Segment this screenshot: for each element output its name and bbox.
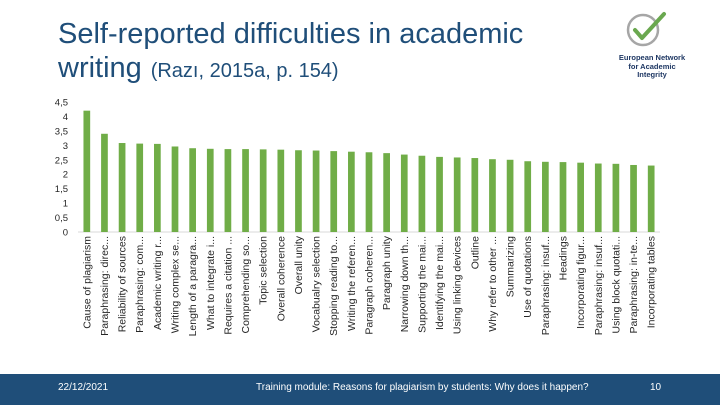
x-category-label: Paraphrasing: insuf...	[540, 236, 552, 335]
bar	[348, 151, 355, 232]
y-tick-label: 4	[63, 112, 68, 123]
bar	[471, 158, 479, 232]
x-category-label: Why refer to other ...	[487, 236, 499, 332]
y-tick-label: 2	[63, 170, 68, 181]
bar	[242, 149, 249, 232]
bar	[612, 163, 620, 232]
bar	[436, 156, 443, 232]
bar	[118, 143, 126, 232]
bar	[312, 150, 320, 232]
bar	[506, 159, 514, 232]
y-tick-label: 0	[63, 228, 68, 239]
x-category-label: Incorporating figur...	[575, 236, 587, 329]
x-category-label: Topic selection	[258, 236, 270, 305]
bar	[101, 133, 108, 232]
y-tick-label: 1	[63, 199, 68, 210]
bar	[277, 149, 285, 232]
x-category-label: Stopping reading to...	[328, 236, 340, 336]
footer-module-title: Training module: Reasons for plagiarism …	[256, 382, 589, 393]
bar	[383, 153, 390, 232]
x-category-label: Headings	[558, 236, 570, 280]
bar	[647, 165, 655, 232]
y-tick-label: 0,5	[55, 213, 68, 224]
bar	[330, 151, 338, 232]
y-tick-label: 1,5	[55, 184, 68, 195]
slide-title: Self-reported difficulties in academic w…	[58, 16, 578, 87]
bar	[83, 110, 91, 232]
x-category-label: Paraphrasing: insuf...	[593, 236, 605, 335]
bar	[136, 143, 144, 232]
x-category-label: Paragraph unity	[381, 235, 393, 310]
logo-line: Integrity	[637, 70, 667, 79]
title-text: Self-reported difficulties in academic w…	[58, 18, 524, 84]
y-tick-label: 3	[63, 141, 68, 152]
y-tick-label: 4,5	[55, 98, 68, 109]
x-category-label: Requires a citation ...	[222, 236, 234, 335]
x-category-label: Supporting the mai...	[416, 236, 428, 333]
bar	[365, 152, 373, 232]
bar	[418, 155, 426, 232]
x-category-label: Writing complex se...	[170, 236, 182, 333]
x-category-label: Using block quotati...	[610, 236, 622, 333]
x-category-label: Length of a paragra...	[187, 236, 199, 336]
x-category-label: What to integrate i...	[205, 236, 217, 330]
logo-line: European Network	[618, 53, 686, 62]
enai-logo: European Network for Academic Integrity	[592, 10, 712, 92]
x-category-label: Comprehending so...	[240, 236, 252, 333]
x-category-label: Paraphrasing: direc...	[99, 236, 111, 336]
bar	[259, 149, 267, 232]
bar	[206, 148, 214, 232]
bar	[559, 162, 567, 232]
y-tick-label: 3,5	[55, 126, 68, 137]
bar	[594, 163, 602, 232]
x-category-label: Summarizing	[505, 236, 517, 297]
x-category-label: Academic writing r...	[152, 236, 164, 330]
bar	[154, 143, 161, 232]
x-category-label: Use of quotations	[522, 236, 534, 318]
logo-checkmark	[633, 12, 666, 40]
footer-date: 22/12/2021	[58, 382, 109, 393]
x-category-label: Paraphrasing: com...	[134, 236, 146, 333]
bar	[542, 161, 549, 232]
x-category-label: Paragraph coheren...	[364, 236, 376, 335]
x-category-label: Using linking devices	[452, 236, 464, 334]
x-category-label: Narrowing down th...	[399, 236, 411, 332]
x-category-label: Paraphrasing: in-te...	[628, 236, 640, 333]
bar	[295, 150, 302, 232]
y-tick-label: 2,5	[55, 155, 68, 166]
logo-text: European Network for Academic Integrity	[592, 53, 712, 80]
logo-mark-icon	[626, 12, 666, 47]
bar	[489, 159, 496, 232]
x-category-label: Reliability of sources	[117, 236, 129, 332]
logo-ring	[626, 13, 660, 47]
bar	[630, 164, 637, 232]
x-category-label: Overall unity	[293, 235, 305, 294]
title-citation: (Razı, 2015a, p. 154)	[150, 60, 339, 82]
x-category-label: Outline	[469, 236, 481, 269]
bar	[171, 146, 179, 232]
bar-chart: 0 0,5 1 1,5 2 2,5 3 3,5 4 4,5 Cause of plagiarism P…	[55, 98, 660, 336]
bar	[400, 154, 408, 232]
bar	[524, 161, 532, 232]
footer-page-number: 10	[650, 382, 662, 393]
x-category-label: Vocabualry selection	[311, 236, 323, 332]
x-category-label: Cause of plagiarism	[81, 236, 93, 329]
x-category-label: Incorporating tables	[646, 236, 658, 328]
footer-bar: 22/12/2021 Training module: Reasons for …	[0, 374, 720, 405]
bar	[189, 148, 196, 232]
bar	[577, 162, 584, 232]
bar	[224, 149, 232, 232]
x-category-label: Overall coherence	[275, 236, 287, 321]
bar	[453, 157, 461, 232]
x-category-label: Identifying the mai...	[434, 236, 446, 330]
x-category-label: Writing the referen...	[346, 236, 358, 331]
logo-line: for Academic	[628, 61, 676, 71]
